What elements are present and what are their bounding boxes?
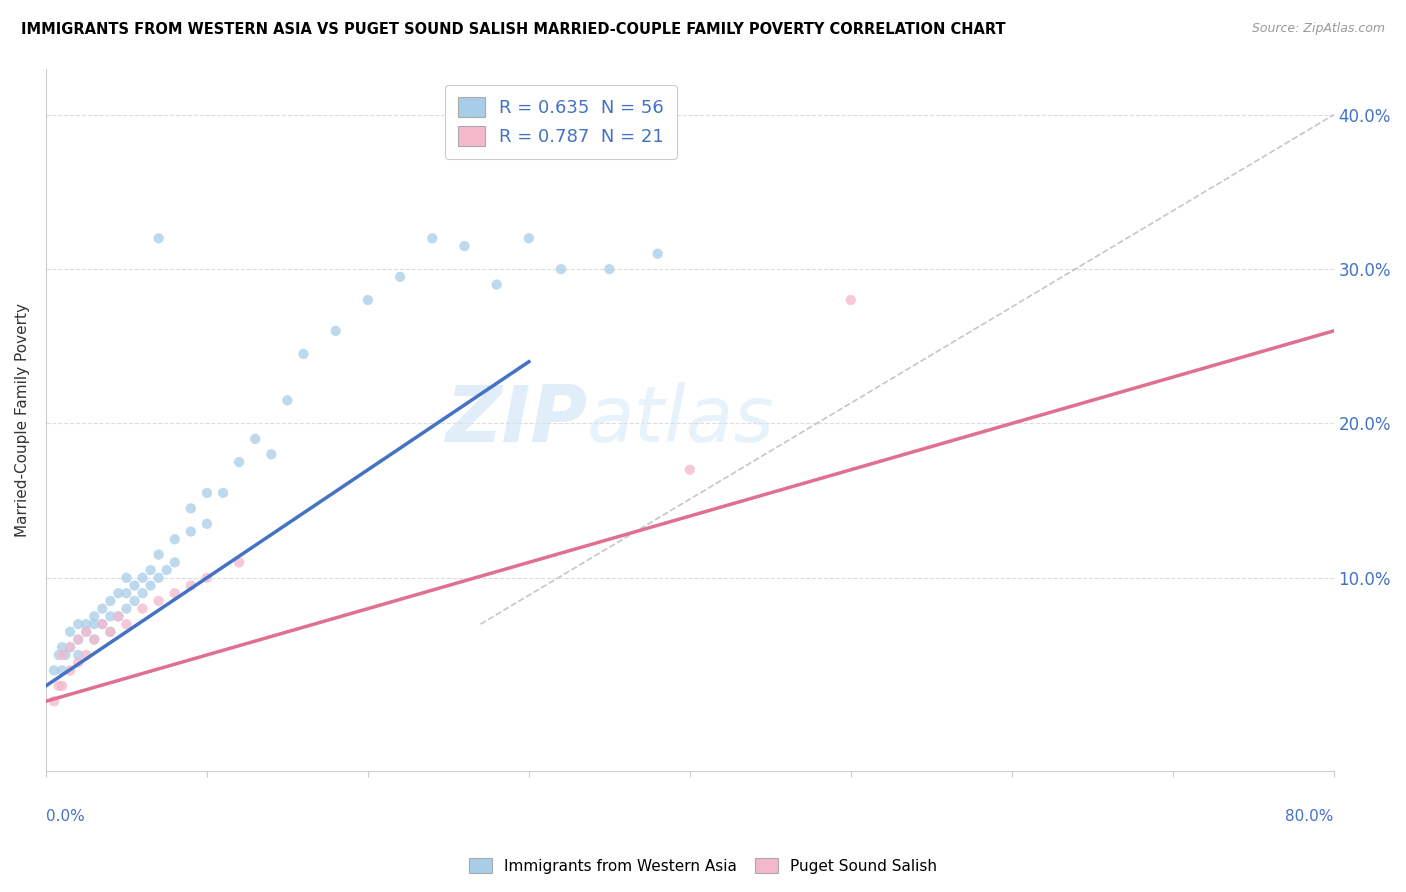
Legend: R = 0.635  N = 56, R = 0.787  N = 21: R = 0.635 N = 56, R = 0.787 N = 21 [446, 85, 676, 159]
Point [325, 324, 347, 338]
Point [148, 594, 170, 608]
Point [51, 640, 73, 655]
Point [115, 617, 138, 632]
Point [67, 656, 90, 670]
Point [83, 609, 105, 624]
Point [131, 601, 153, 615]
Point [292, 347, 315, 361]
Point [107, 609, 129, 624]
Point [107, 586, 129, 600]
Text: 0.0%: 0.0% [46, 809, 84, 824]
Point [75, 617, 97, 632]
Point [195, 516, 218, 531]
Point [67, 632, 90, 647]
Point [485, 277, 508, 292]
Point [67, 648, 90, 662]
Point [115, 586, 138, 600]
Point [420, 231, 443, 245]
Point [53, 648, 76, 662]
Point [163, 533, 186, 547]
Point [75, 624, 97, 639]
Point [51, 648, 73, 662]
Point [139, 578, 162, 592]
Point [67, 617, 90, 632]
Y-axis label: Married-Couple Family Poverty: Married-Couple Family Poverty [15, 302, 30, 537]
Point [517, 231, 540, 245]
Point [98, 624, 121, 639]
Point [98, 624, 121, 639]
Point [245, 432, 267, 446]
Point [51, 664, 73, 678]
Point [59, 640, 82, 655]
Text: 80.0%: 80.0% [1285, 809, 1334, 824]
Point [228, 555, 250, 569]
Point [131, 571, 153, 585]
Point [180, 501, 202, 516]
Point [59, 640, 82, 655]
Text: ZIP: ZIP [444, 382, 586, 458]
Point [42, 694, 65, 708]
Text: atlas: atlas [586, 382, 775, 458]
Point [139, 563, 162, 577]
Point [91, 601, 114, 615]
Point [598, 262, 620, 277]
Point [48, 679, 70, 693]
Point [115, 601, 138, 615]
Point [59, 624, 82, 639]
Point [83, 617, 105, 632]
Point [124, 594, 146, 608]
Point [163, 586, 186, 600]
Point [212, 486, 235, 500]
Point [83, 632, 105, 647]
Point [131, 586, 153, 600]
Point [124, 578, 146, 592]
Point [148, 571, 170, 585]
Point [115, 571, 138, 585]
Legend: Immigrants from Western Asia, Puget Sound Salish: Immigrants from Western Asia, Puget Soun… [463, 852, 943, 880]
Point [195, 571, 218, 585]
Point [228, 455, 250, 469]
Point [163, 555, 186, 569]
Point [389, 269, 412, 284]
Point [156, 563, 179, 577]
Point [148, 548, 170, 562]
Point [75, 648, 97, 662]
Point [148, 231, 170, 245]
Text: IMMIGRANTS FROM WESTERN ASIA VS PUGET SOUND SALISH MARRIED-COUPLE FAMILY POVERTY: IMMIGRANTS FROM WESTERN ASIA VS PUGET SO… [21, 22, 1005, 37]
Point [107, 609, 129, 624]
Point [51, 679, 73, 693]
Point [260, 447, 283, 461]
Point [550, 262, 572, 277]
Point [679, 463, 702, 477]
Point [67, 632, 90, 647]
Point [48, 648, 70, 662]
Point [180, 578, 202, 592]
Point [83, 632, 105, 647]
Point [59, 664, 82, 678]
Point [647, 246, 669, 260]
Point [98, 609, 121, 624]
Point [839, 293, 862, 307]
Point [276, 393, 298, 408]
Point [42, 664, 65, 678]
Point [453, 239, 475, 253]
Text: Source: ZipAtlas.com: Source: ZipAtlas.com [1251, 22, 1385, 36]
Point [180, 524, 202, 539]
Point [91, 617, 114, 632]
Point [195, 486, 218, 500]
Point [98, 594, 121, 608]
Point [91, 617, 114, 632]
Point [75, 624, 97, 639]
Point [357, 293, 380, 307]
